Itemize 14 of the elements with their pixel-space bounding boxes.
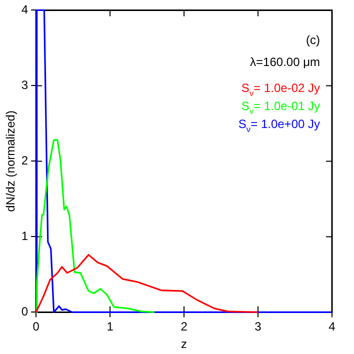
y-tick-label: 4 xyxy=(21,2,28,17)
x-tick-label: 0 xyxy=(32,320,40,334)
annotation: (c) xyxy=(306,33,320,48)
x-tick-label: 2 xyxy=(180,320,188,334)
y-tick-label: 1 xyxy=(21,229,28,244)
y-tick-label: 2 xyxy=(21,154,28,168)
x-axis-title: z xyxy=(181,337,188,352)
x-tick-label: 4 xyxy=(328,320,336,334)
y-tick-label: 0 xyxy=(21,304,28,319)
annotation: λ=160.00 μm xyxy=(250,55,320,70)
y-tick-label: 3 xyxy=(21,78,28,92)
x-tick-label: 3 xyxy=(254,320,262,334)
x-tick-label: 1 xyxy=(106,320,114,334)
y-axis-title: dN/dz (normalized) xyxy=(4,110,18,212)
